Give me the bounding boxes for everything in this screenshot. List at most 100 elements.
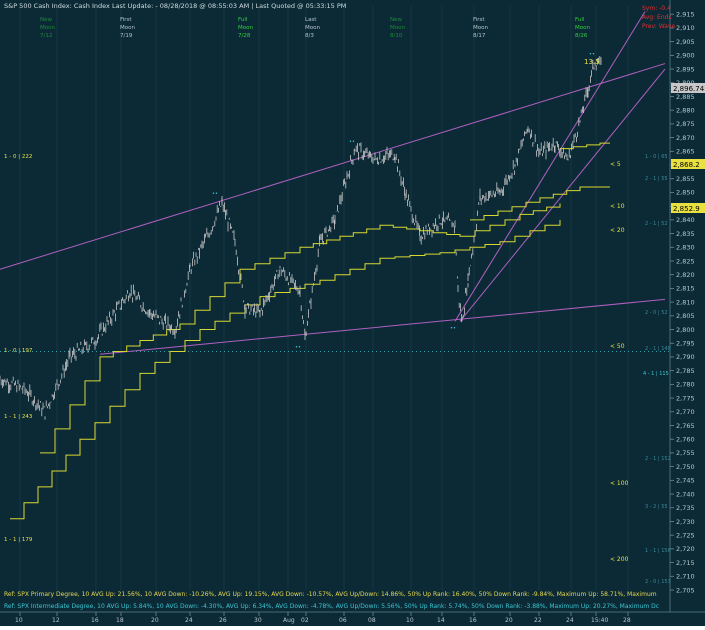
moon-phase-line1: New — [390, 17, 402, 23]
moon-phase-line1: Last — [305, 17, 317, 23]
moon-phase-date: 7/12 — [40, 33, 52, 39]
y-tick-label: 2,770 — [676, 408, 695, 416]
ma5-price-label: 2,868.2 — [673, 161, 700, 169]
ma10-price-box — [671, 203, 705, 213]
y-tick-label: 2,835 — [676, 230, 695, 238]
x-tick-label: 20 — [505, 617, 513, 624]
y-tick-label: 2,785 — [676, 367, 695, 375]
y-tick-label: 2,705 — [676, 586, 695, 594]
y-tick-label: 2,815 — [676, 285, 695, 293]
moon-phase-line2: Moon — [390, 25, 405, 31]
moon-phase-date: 8/3 — [305, 33, 314, 39]
y-tick-label: 2,805 — [676, 312, 695, 320]
y-tick-label: 2,710 — [676, 573, 695, 581]
grid-layer — [0, 6, 670, 590]
moon-phase-line2: Moon — [473, 25, 488, 31]
moving-average-line — [470, 186, 610, 221]
y-tick-label: 2,745 — [676, 477, 695, 485]
y-tick-label: 2,900 — [676, 52, 695, 60]
left-marker-1: 1 - 0 | 222 — [4, 154, 32, 160]
y-tick-label: 2,720 — [676, 545, 695, 553]
y-tick-label: 2,885 — [676, 93, 695, 101]
right-marker-7: 2 - 1 | 152 — [645, 456, 671, 462]
moon-phase-line1: Full — [238, 17, 248, 23]
x-tick-label: 24 — [185, 617, 193, 624]
x-axis: 10 12 16 18 20 24 26 30 Aug 02 06 08 10 14 16 20 22 24 15:… — [15, 612, 631, 624]
x-tick-label: 24 — [566, 617, 574, 624]
y-tick-label: 2,780 — [676, 381, 695, 389]
footer-primary-degree: Ref: SPX Primary Degree, 10 AVG Up: 21.5… — [4, 591, 657, 598]
moon-phase-line1: First — [120, 17, 132, 23]
moon-phase-line1: Full — [575, 17, 585, 23]
x-tick-label: 30 — [254, 617, 262, 624]
status-sym: Sym: -0.4 — [642, 5, 671, 12]
moving-average-line — [10, 219, 561, 520]
trendline — [459, 68, 666, 322]
header-title: S&P 500 Cash Index: Cash Index Last Upda… — [4, 2, 346, 10]
y-tick-label: 2,865 — [676, 148, 695, 156]
level-markers: •• •• •• •• •• — [212, 51, 595, 350]
ma-label-20: < 20 — [610, 227, 625, 234]
right-marker-8: 3 - 2 | 55 — [645, 504, 668, 510]
x-tick-label: 02 — [301, 617, 309, 624]
moon-phase-line2: Moon — [575, 25, 590, 31]
moon-phase-date: 8/17 — [473, 33, 486, 39]
left-marker-3: 1 - 1 | 243 — [4, 414, 33, 420]
trendline — [99, 298, 666, 355]
y-tick-label: 2,905 — [676, 38, 695, 46]
ma5-price-box — [671, 159, 705, 169]
moon-phase-date: 7/28 — [238, 33, 251, 39]
right-marker-9: 1 - 1 | 156 — [645, 548, 671, 554]
trendline — [454, 11, 646, 322]
moving-average-line — [560, 142, 610, 150]
y-tick-label: 2,735 — [676, 504, 695, 512]
pivot-marker: •• — [349, 139, 355, 145]
moon-phase-date: 8/26 — [575, 33, 588, 39]
y-tick-label: 2,725 — [676, 531, 695, 539]
pivot-marker: •• — [589, 51, 595, 57]
y-tick-label: 2,855 — [676, 175, 695, 183]
y-tick-label: 2,915 — [676, 11, 695, 19]
x-tick-label: 15:40 — [591, 617, 608, 624]
trendline — [0, 63, 666, 270]
moon-phase-line1: New — [40, 17, 52, 23]
y-tick-label: 2,850 — [676, 189, 695, 197]
moon-phase-line2: Moon — [120, 25, 135, 31]
moon-phase-line2: Moon — [40, 25, 55, 31]
x-tick-label: 16 — [91, 617, 99, 624]
moon-phase-line2: Moon — [238, 25, 253, 31]
pivot-marker: •• — [212, 191, 218, 197]
moon-phase-line1: First — [473, 17, 485, 23]
status-prev: Prev: Wave — [642, 23, 675, 30]
pivot-marker: •• — [450, 326, 456, 332]
y-tick-label: 2,775 — [676, 394, 695, 402]
y-tick-label: 2,740 — [676, 490, 695, 498]
left-marker-2: 1 - 0 | 197 — [4, 348, 33, 354]
ma10-price-label: 2,852.9 — [673, 205, 700, 213]
y-tick-label: 2,830 — [676, 244, 695, 252]
y-tick-label: 2,870 — [676, 134, 695, 142]
x-tick-label: 08 — [368, 617, 376, 624]
y-tick-label: 2,715 — [676, 559, 695, 567]
moon-phase-line2: Moon — [305, 25, 320, 31]
status-avg: Avg: Ends — [642, 14, 672, 21]
y-tick-label: 2,895 — [676, 65, 695, 73]
moon-phase-date: 7/19 — [120, 33, 133, 39]
x-tick-label: 18 — [116, 617, 124, 624]
moon-phases: New Moon 7/12 First Moon 7/19 Full Moon 7/28 Last… — [40, 17, 590, 39]
y-tick-label: 2,750 — [676, 463, 695, 471]
y-tick-label: 2,755 — [676, 449, 695, 457]
ma-label-10: < 10 — [610, 203, 625, 210]
y-tick-label: 2,880 — [676, 106, 695, 114]
trendlines — [0, 11, 666, 355]
x-tick-label: 14 — [437, 617, 445, 624]
x-tick-label: 28 — [623, 617, 631, 624]
moon-phase-date: 8/10 — [390, 33, 403, 39]
ma-label-200: < 200 — [610, 556, 629, 563]
left-marker-4: 1 - 1 | 179 — [4, 537, 33, 543]
x-tick-label: 16 — [469, 617, 477, 624]
y-tick-label: 2,800 — [676, 326, 695, 334]
ma-label-50: < 50 — [610, 343, 625, 350]
